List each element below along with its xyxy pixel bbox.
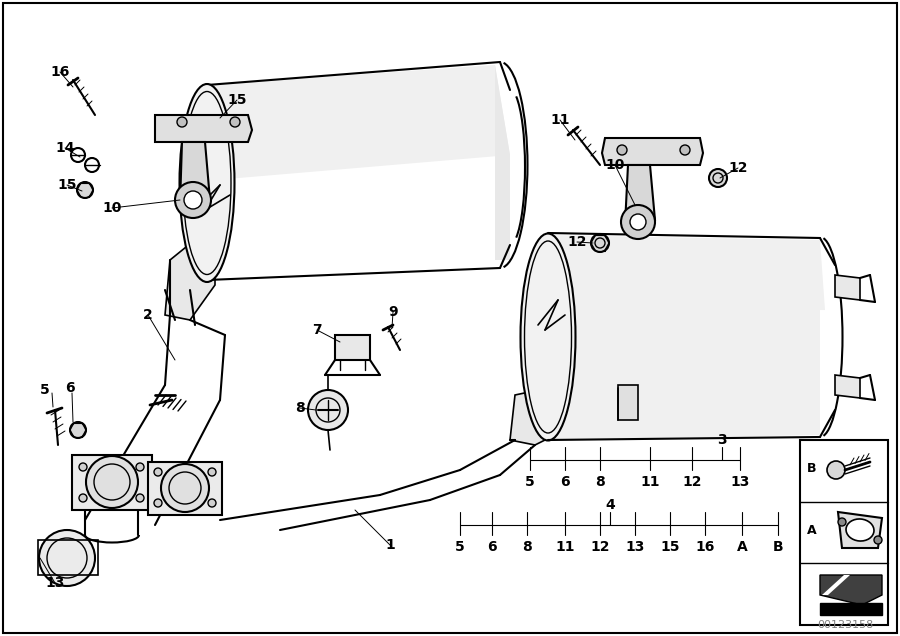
Polygon shape xyxy=(835,375,860,398)
Text: A: A xyxy=(807,523,817,537)
Text: 5: 5 xyxy=(525,475,535,489)
Polygon shape xyxy=(165,230,215,320)
Circle shape xyxy=(77,182,93,198)
Text: 12: 12 xyxy=(682,475,702,489)
Circle shape xyxy=(680,145,690,155)
Polygon shape xyxy=(335,335,370,360)
Text: 12: 12 xyxy=(728,161,748,175)
Text: 10: 10 xyxy=(103,201,122,215)
Polygon shape xyxy=(72,455,152,510)
Polygon shape xyxy=(625,165,655,225)
Polygon shape xyxy=(548,310,820,440)
Text: 8: 8 xyxy=(522,540,532,554)
Circle shape xyxy=(308,390,348,430)
Circle shape xyxy=(208,468,216,476)
Text: 10: 10 xyxy=(606,158,625,172)
Circle shape xyxy=(874,536,882,544)
Text: 9: 9 xyxy=(388,305,398,319)
Circle shape xyxy=(161,464,209,512)
Text: 1: 1 xyxy=(385,538,395,552)
Circle shape xyxy=(154,468,162,476)
Text: 15: 15 xyxy=(227,93,247,107)
Text: 12: 12 xyxy=(590,540,610,554)
Circle shape xyxy=(79,494,87,502)
Circle shape xyxy=(838,518,846,526)
Text: 5: 5 xyxy=(40,383,50,397)
Text: 7: 7 xyxy=(312,323,322,337)
Circle shape xyxy=(230,117,240,127)
Text: B: B xyxy=(773,540,783,554)
Text: 5: 5 xyxy=(455,540,465,554)
Bar xyxy=(800,440,888,625)
Polygon shape xyxy=(618,385,638,420)
Circle shape xyxy=(79,463,87,471)
Polygon shape xyxy=(207,65,510,180)
Text: B: B xyxy=(807,462,817,474)
Circle shape xyxy=(154,499,162,507)
Circle shape xyxy=(709,169,727,187)
Polygon shape xyxy=(148,462,222,515)
Circle shape xyxy=(136,494,144,502)
Text: A: A xyxy=(736,540,747,554)
Circle shape xyxy=(184,191,202,209)
Circle shape xyxy=(617,145,627,155)
Polygon shape xyxy=(838,512,882,548)
Text: 6: 6 xyxy=(560,475,570,489)
Text: 11: 11 xyxy=(640,475,660,489)
Text: 14: 14 xyxy=(55,141,75,155)
Text: 3: 3 xyxy=(717,433,727,447)
Polygon shape xyxy=(548,235,825,312)
Circle shape xyxy=(175,182,211,218)
Text: 16: 16 xyxy=(50,65,69,79)
Text: 15: 15 xyxy=(661,540,680,554)
Text: 4: 4 xyxy=(605,498,615,512)
Circle shape xyxy=(177,117,187,127)
Polygon shape xyxy=(822,575,850,595)
Circle shape xyxy=(86,456,138,508)
Bar xyxy=(820,603,882,615)
Circle shape xyxy=(630,214,646,230)
Circle shape xyxy=(70,422,86,438)
Text: 13: 13 xyxy=(626,540,644,554)
Text: 11: 11 xyxy=(550,113,570,127)
Ellipse shape xyxy=(39,530,95,586)
Circle shape xyxy=(136,463,144,471)
Polygon shape xyxy=(510,388,555,445)
Circle shape xyxy=(591,234,609,252)
Text: 6: 6 xyxy=(65,381,75,395)
Text: 16: 16 xyxy=(696,540,715,554)
Polygon shape xyxy=(207,85,215,270)
Ellipse shape xyxy=(179,84,235,282)
Ellipse shape xyxy=(846,519,874,541)
Text: 6: 6 xyxy=(487,540,497,554)
Polygon shape xyxy=(835,275,860,300)
Text: 13: 13 xyxy=(45,576,65,590)
Circle shape xyxy=(827,461,845,479)
Polygon shape xyxy=(495,65,510,260)
Text: 12: 12 xyxy=(567,235,587,249)
Text: 15: 15 xyxy=(58,178,76,192)
Text: 00123158: 00123158 xyxy=(817,620,873,630)
Polygon shape xyxy=(155,115,252,142)
Circle shape xyxy=(208,499,216,507)
Circle shape xyxy=(621,205,655,239)
Text: 8: 8 xyxy=(295,401,305,415)
Text: 2: 2 xyxy=(143,308,153,322)
Polygon shape xyxy=(602,138,703,165)
Text: 11: 11 xyxy=(555,540,575,554)
Ellipse shape xyxy=(520,233,575,441)
Polygon shape xyxy=(180,142,210,205)
Text: 8: 8 xyxy=(595,475,605,489)
Polygon shape xyxy=(820,575,882,605)
Text: 13: 13 xyxy=(730,475,750,489)
